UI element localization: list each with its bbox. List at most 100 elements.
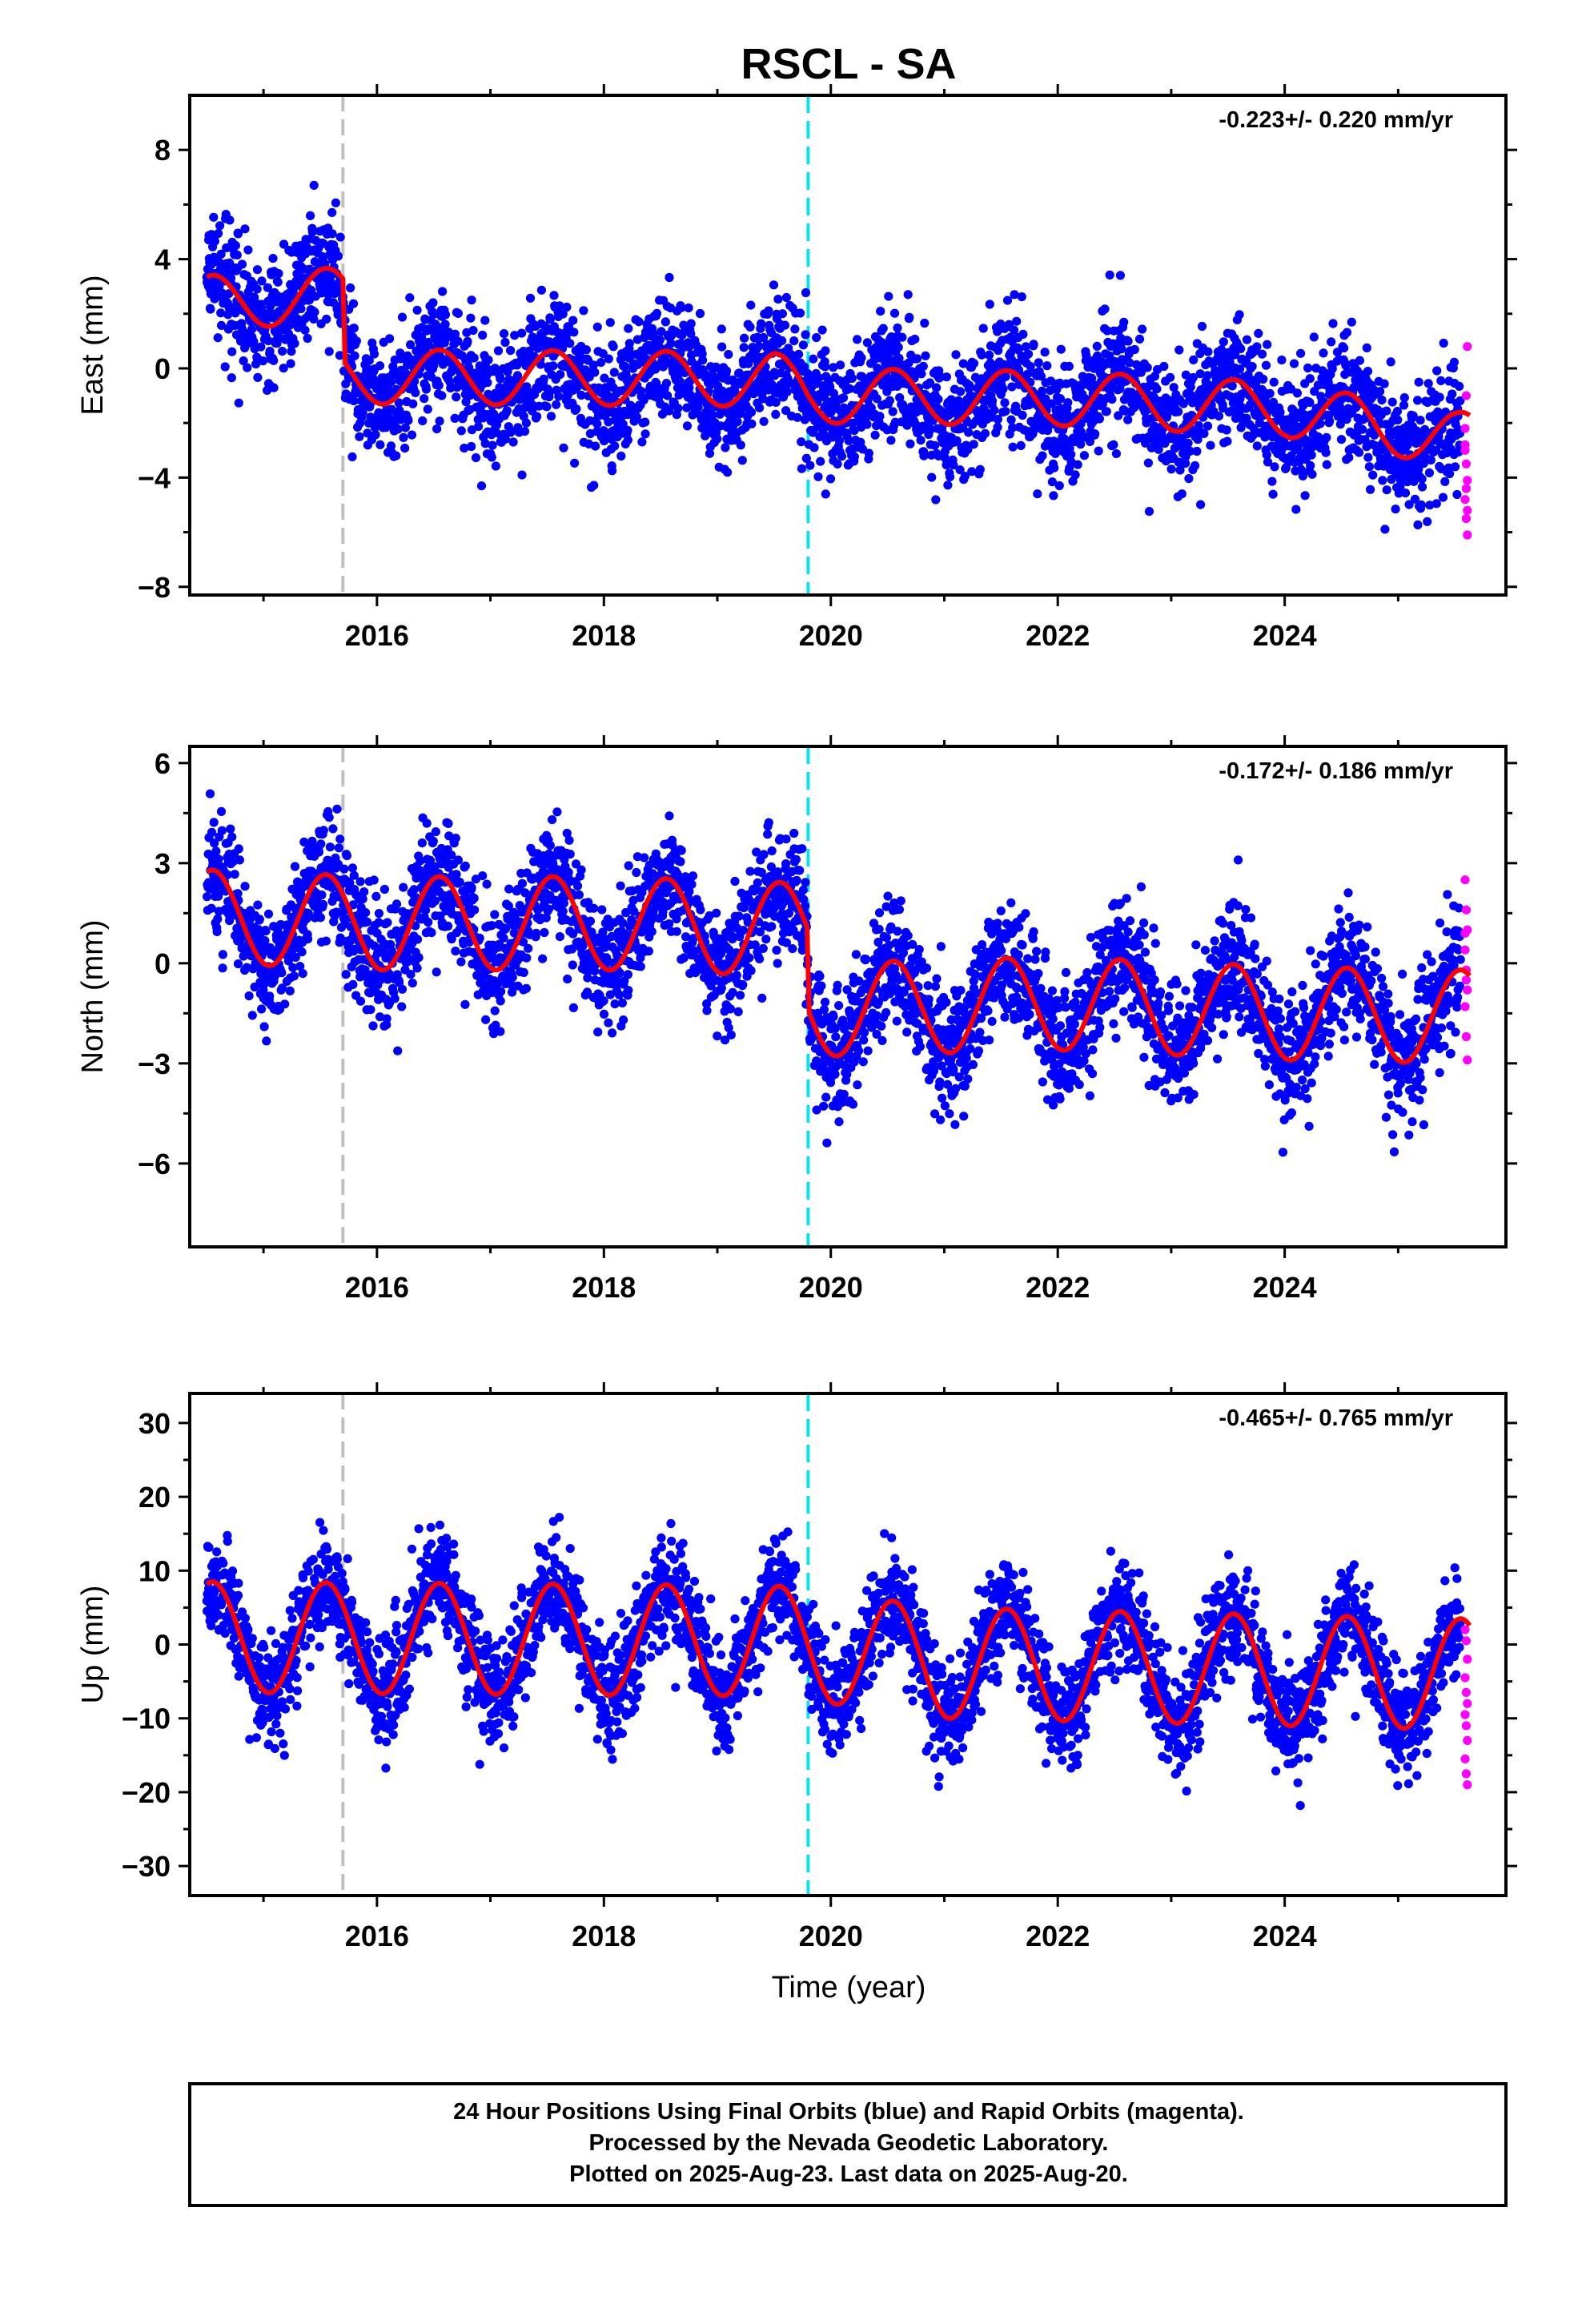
y-tick-label: 4	[155, 243, 171, 276]
data-point	[1259, 374, 1268, 384]
data-point	[289, 971, 299, 981]
data-point	[1305, 374, 1315, 384]
data-point	[1387, 397, 1397, 407]
data-point	[793, 412, 802, 422]
data-point	[325, 842, 335, 852]
data-point	[708, 410, 717, 420]
data-point	[263, 283, 272, 292]
data-point	[1036, 372, 1046, 381]
data-point	[406, 970, 416, 979]
data-point	[460, 861, 470, 870]
data-point	[739, 343, 749, 352]
data-point	[782, 387, 792, 396]
data-point	[404, 416, 413, 425]
data-point	[604, 417, 613, 427]
data-point	[1001, 372, 1010, 381]
data-point	[1130, 344, 1139, 355]
data-point	[231, 241, 240, 251]
data-point	[375, 361, 385, 371]
data-point	[397, 312, 408, 322]
data-point	[1236, 344, 1246, 353]
data-point	[1094, 414, 1104, 424]
data-point	[1166, 464, 1176, 474]
data-point	[1355, 356, 1364, 365]
data-point	[943, 480, 953, 490]
data-point	[339, 864, 349, 874]
data-point	[233, 229, 243, 239]
data-point	[1322, 460, 1331, 469]
data-point	[496, 1027, 505, 1036]
data-point	[420, 394, 429, 404]
data-point	[1174, 407, 1183, 416]
data-point	[1034, 358, 1043, 368]
data-point	[1328, 319, 1338, 328]
data-point	[795, 308, 805, 318]
data-point	[411, 388, 420, 397]
data-point	[436, 352, 445, 361]
data-point	[334, 843, 343, 853]
data-point	[383, 918, 392, 927]
data-point	[1392, 406, 1402, 416]
data-point	[1177, 489, 1186, 499]
data-point	[1378, 476, 1387, 485]
data-point	[371, 430, 380, 440]
data-point	[368, 1021, 378, 1031]
data-point	[432, 967, 441, 977]
data-point	[274, 269, 283, 279]
data-point	[1364, 462, 1374, 472]
data-point	[350, 351, 359, 360]
data-point	[212, 927, 222, 936]
data-point	[285, 986, 295, 995]
data-point	[1102, 407, 1111, 416]
data-point	[1196, 500, 1206, 509]
data-point	[397, 1002, 407, 1011]
data-point	[368, 376, 378, 386]
data-point	[934, 451, 943, 461]
data-point	[218, 963, 227, 973]
data-point	[341, 970, 351, 979]
data-point	[243, 363, 252, 372]
rapid-point	[1461, 391, 1471, 400]
data-point	[1227, 381, 1237, 391]
data-point	[306, 211, 315, 220]
data-point	[1436, 376, 1446, 385]
data-point	[597, 905, 607, 915]
data-point	[429, 309, 440, 319]
data-point	[1445, 468, 1455, 479]
data-point	[1033, 489, 1042, 499]
data-point	[639, 395, 648, 405]
data-point	[608, 1028, 617, 1038]
data-point	[1235, 310, 1244, 320]
data-point	[1307, 450, 1316, 460]
data-point	[1010, 325, 1019, 335]
data-point	[998, 384, 1008, 394]
data-point	[1298, 471, 1307, 481]
data-point	[256, 342, 266, 352]
data-point	[328, 824, 338, 834]
data-point	[480, 439, 490, 448]
data-point	[773, 295, 783, 304]
data-point	[484, 355, 493, 365]
data-point	[930, 440, 940, 450]
data-point	[1416, 500, 1426, 510]
data-point	[333, 251, 343, 261]
data-point	[243, 245, 253, 255]
data-point	[460, 999, 470, 1009]
data-point	[278, 347, 287, 356]
data-point	[1138, 324, 1147, 334]
data-point	[609, 368, 619, 377]
data-point	[500, 434, 511, 444]
data-point	[236, 336, 246, 346]
data-point	[1413, 396, 1423, 405]
data-point	[263, 909, 274, 919]
data-point	[844, 436, 853, 446]
data-point	[980, 428, 990, 438]
data-point	[816, 456, 825, 466]
data-point	[829, 363, 838, 372]
data-point	[967, 467, 977, 476]
data-point	[797, 437, 806, 447]
data-point	[1277, 356, 1287, 365]
data-point	[799, 362, 809, 372]
data-point	[549, 291, 559, 300]
data-point	[634, 317, 644, 327]
